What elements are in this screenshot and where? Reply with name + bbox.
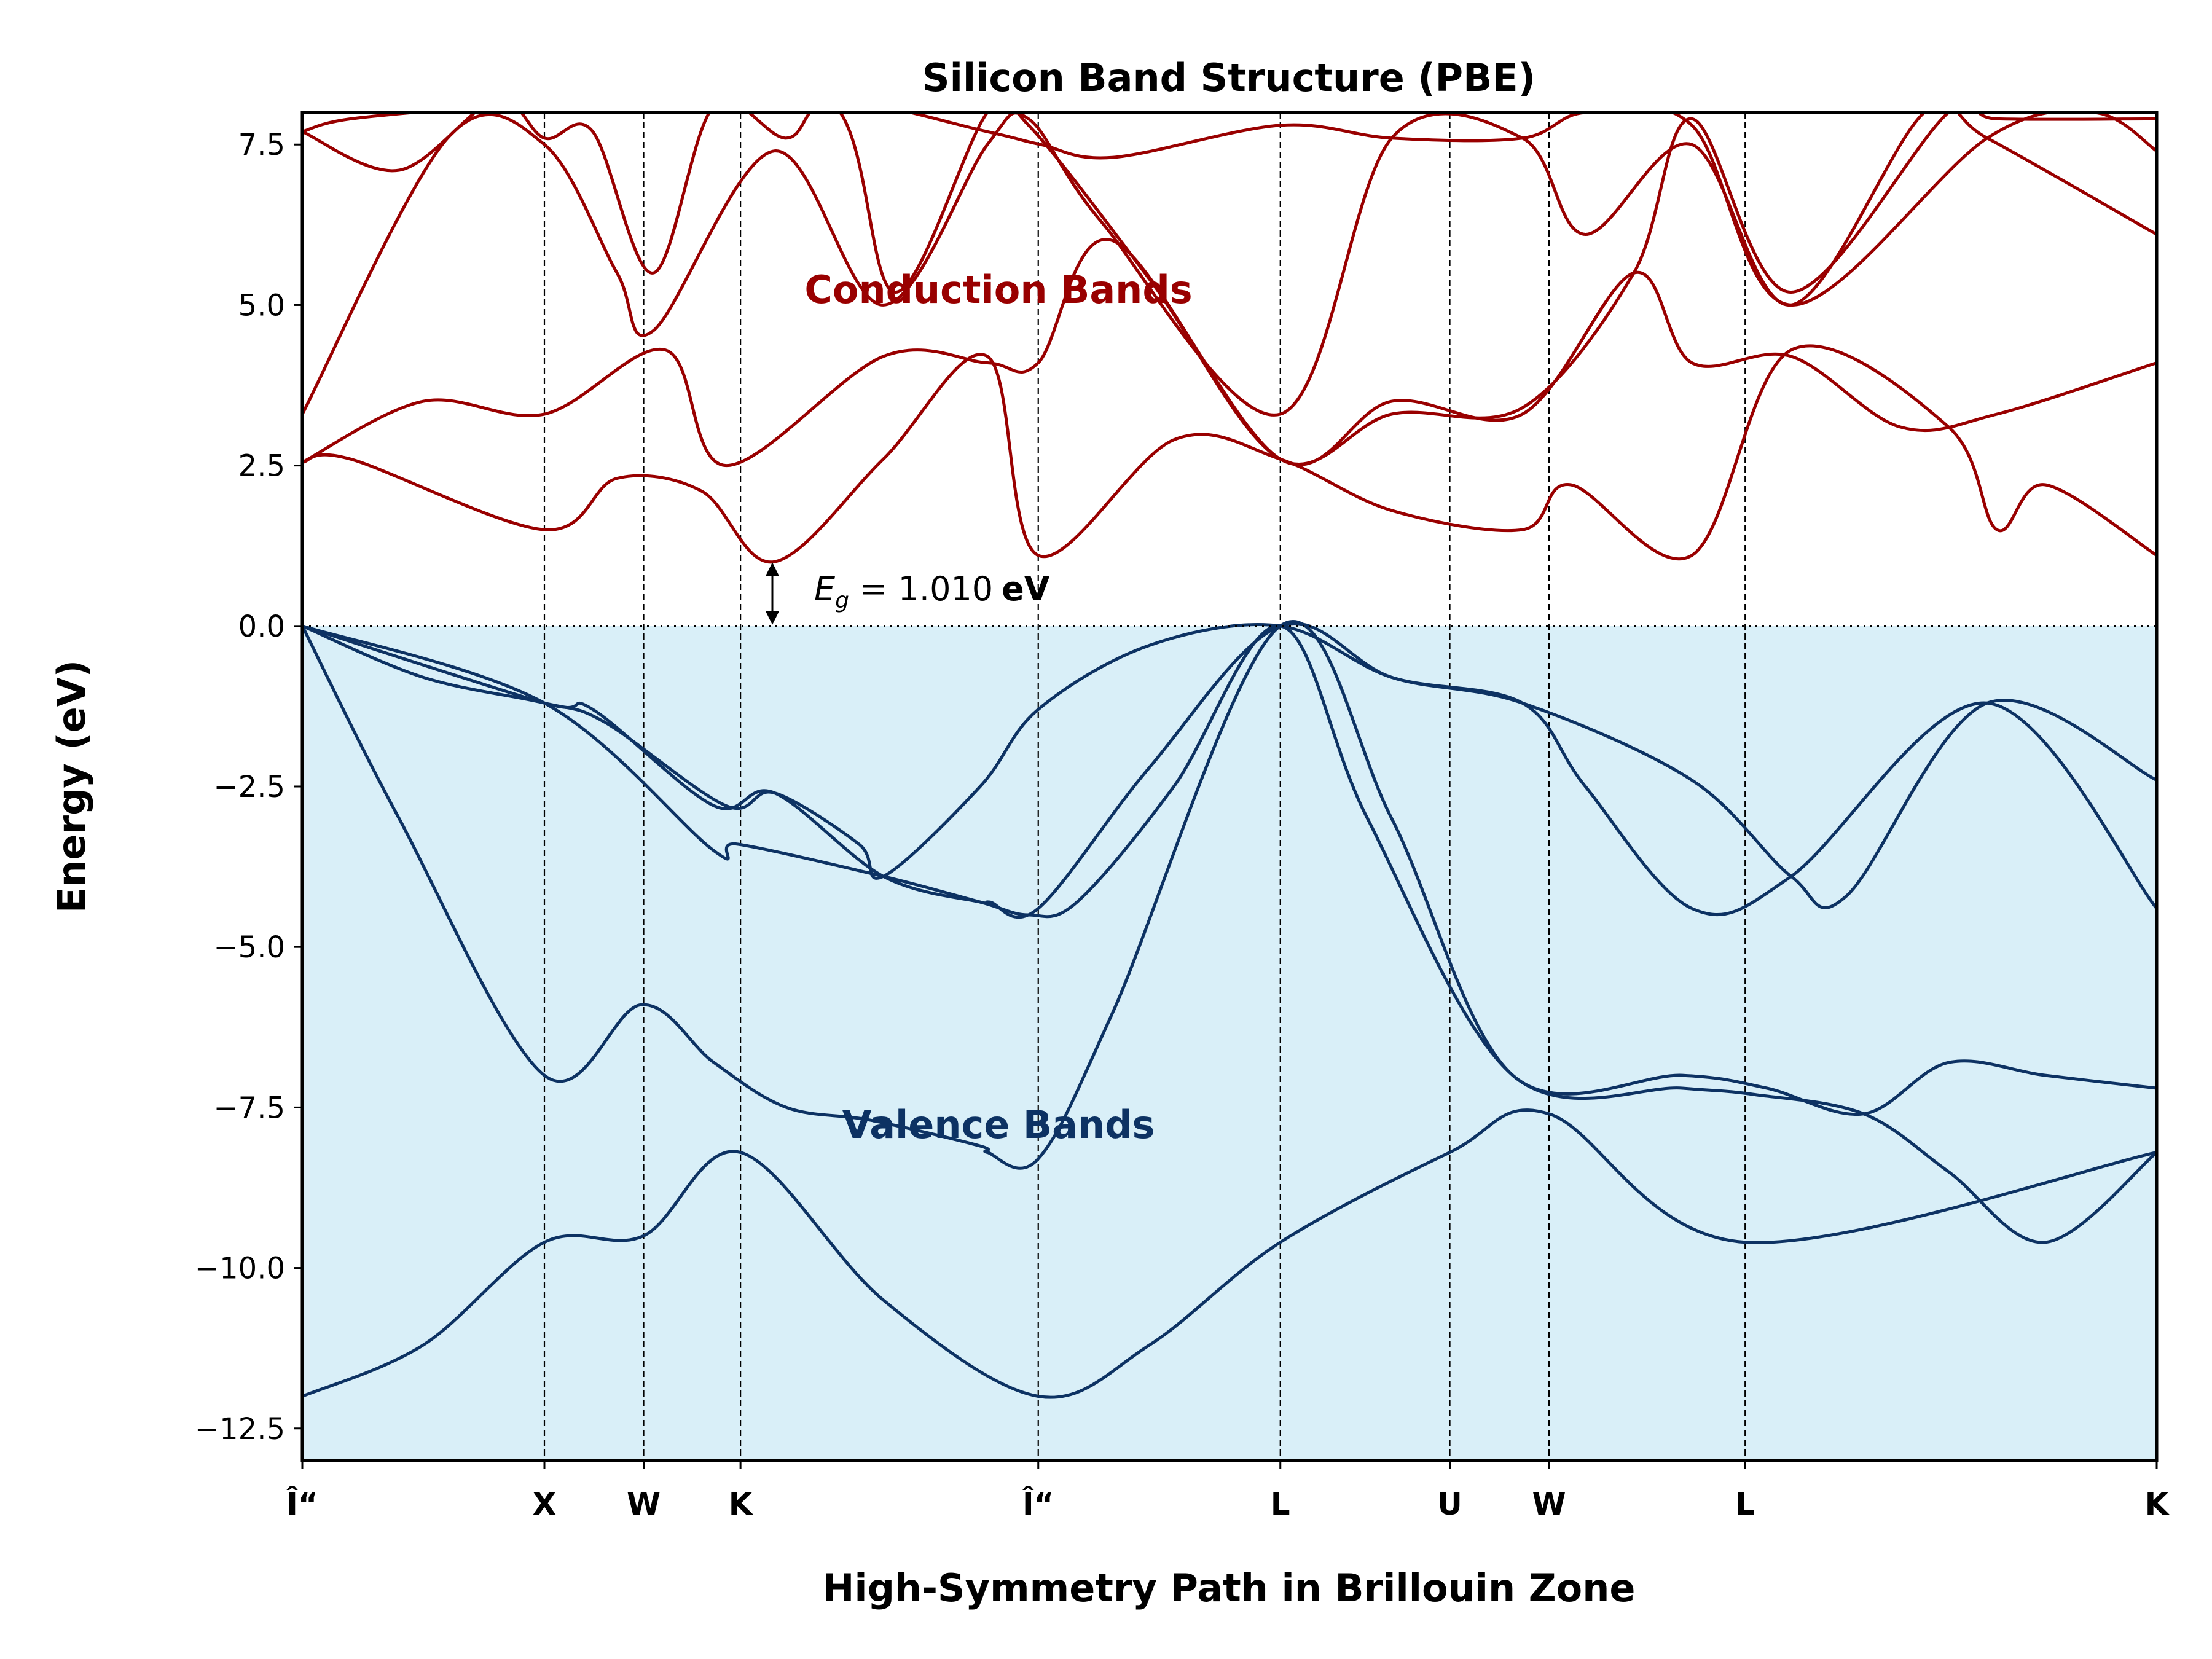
x-tick-label: U — [1437, 1486, 1462, 1522]
band-gap-arrow-head-bottom — [766, 611, 779, 625]
x-tick-label: L — [1271, 1486, 1290, 1522]
conduction-band-line — [302, 112, 2157, 466]
x-tick-label: L — [1735, 1486, 1755, 1522]
y-tick-label: 0.0 — [238, 610, 285, 644]
gap-subscript: g — [835, 588, 849, 613]
band-gap-marker — [766, 562, 779, 625]
gap-unit: eV — [1002, 570, 1050, 608]
x-tick-label: K — [2145, 1486, 2170, 1522]
y-axis-label: Energy (eV) — [49, 660, 94, 913]
x-tick-label: W — [627, 1486, 661, 1522]
band-gap-arrow-head-top — [766, 562, 779, 576]
y-tick-label: −7.5 — [213, 1091, 285, 1125]
valence-fill-layer — [302, 626, 2157, 1461]
valence-band-line — [302, 1108, 2157, 1399]
plot-frame — [300, 111, 2159, 1462]
conduction-band-line — [302, 344, 2157, 564]
x-tick-label: K — [729, 1486, 754, 1522]
y-tick-label: −2.5 — [213, 770, 285, 804]
y-tick-label: 5.0 — [238, 288, 285, 323]
y-tick-label: 2.5 — [238, 449, 285, 484]
gap-equals: = — [849, 570, 898, 608]
band-lines — [302, 112, 2157, 1399]
y-axis-ticks: −12.5 −10.0 −7.5 −5.0 −2.5 0.0 2.5 5.0 7.5 — [195, 128, 302, 1446]
x-tick-label: Î“ — [1022, 1486, 1054, 1522]
y-tick-label: −12.5 — [195, 1412, 285, 1446]
x-tick-label: X — [533, 1486, 557, 1522]
y-tick-label: −10.0 — [195, 1252, 285, 1286]
y-tick-label: 7.5 — [238, 128, 285, 162]
y-tick-label: −5.0 — [213, 930, 285, 965]
x-axis-ticks: Î“ X W K Î“ L U W L K — [286, 1461, 2170, 1522]
conduction-bands-label: Conduction Bands — [804, 267, 1192, 312]
x-tick-label: Î“ — [286, 1486, 318, 1522]
chart-title: Silicon Band Structure (PBE) — [922, 55, 1535, 100]
band-gap-label: Eg = 1.010 eV — [814, 570, 1050, 613]
valence-bands-label: Valence Bands — [842, 1102, 1155, 1147]
gap-symbol: E — [814, 570, 836, 608]
conduction-band-line — [302, 112, 2157, 307]
valence-band-line — [302, 622, 2157, 919]
valence-fill — [302, 626, 2157, 1461]
x-tick-label: W — [1532, 1486, 1566, 1522]
gap-value: 1.010 — [898, 570, 994, 608]
x-axis-label: High-Symmetry Path in Brillouin Zone — [823, 1566, 1636, 1610]
